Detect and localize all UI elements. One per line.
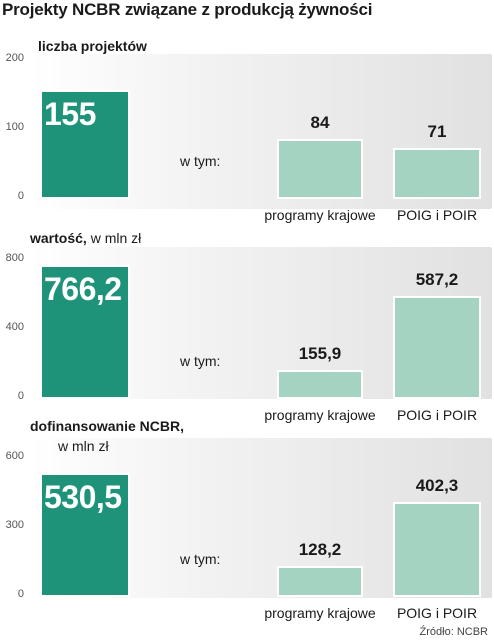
section-title-text: wartość, (30, 230, 87, 246)
category-label: programy krajowe (264, 207, 376, 223)
data-label: 71 (427, 122, 447, 141)
bar-poig-poir (393, 148, 481, 199)
bar-programy-krajowe (277, 370, 363, 399)
bar-programy-krajowe (277, 139, 363, 199)
bar-total (40, 472, 130, 597)
w-tym-label: w tym: (180, 551, 221, 567)
data-label: 587,2 (415, 269, 459, 289)
section-title: liczba projektów (38, 38, 147, 54)
bar-total (40, 90, 130, 199)
data-label-total: 530,5 (44, 478, 122, 515)
category-label: POIG i POIR (396, 407, 478, 423)
section-title: dofinansowanie NCBR, (30, 418, 184, 434)
y-tick-label: 300 (5, 519, 24, 531)
bar-programy-krajowe (277, 565, 363, 597)
category-label: POIG i POIR (396, 207, 478, 223)
data-label: 128,2 (298, 539, 342, 559)
y-tick-label: 800 (5, 252, 24, 264)
category-label: programy krajowe (264, 605, 376, 621)
data-label-total: 155 (44, 96, 96, 133)
y-tick-label: 0 (17, 190, 24, 202)
category-label: programy krajowe (264, 407, 376, 423)
y-tick-label: 600 (5, 450, 24, 462)
chart-title: Projekty NCBR związane z produkcją żywno… (2, 0, 373, 19)
y-tick-label: 0 (17, 588, 24, 600)
y-tick-label: 100 (5, 121, 24, 133)
w-tym-label: w tym: (180, 153, 221, 169)
section-title-text: liczba projektów (38, 38, 147, 54)
source-note: Źródło: NCBR (419, 626, 488, 638)
bar-total (40, 264, 130, 399)
y-tick-label: 0 (17, 390, 24, 402)
section-title-text: dofinansowanie NCBR, (30, 418, 185, 434)
section-unit: w mln zł (58, 438, 109, 454)
y-tick-label: 200 (5, 52, 24, 64)
data-label: 155,9 (298, 344, 342, 364)
y-tick-label: 400 (5, 321, 24, 333)
bar-poig-poir (393, 502, 481, 597)
data-label-total: 766,2 (44, 270, 122, 307)
w-tym-label: w tym: (180, 353, 221, 369)
bar-poig-poir (393, 295, 481, 399)
section-unit-text: w mln zł (58, 438, 109, 454)
data-label: 402,3 (415, 476, 459, 496)
data-label: 84 (310, 113, 330, 133)
section-title: wartość, w mln zł (30, 230, 141, 246)
category-label: POIG i POIR (396, 605, 478, 621)
section-unit-text: w mln zł (86, 230, 142, 246)
